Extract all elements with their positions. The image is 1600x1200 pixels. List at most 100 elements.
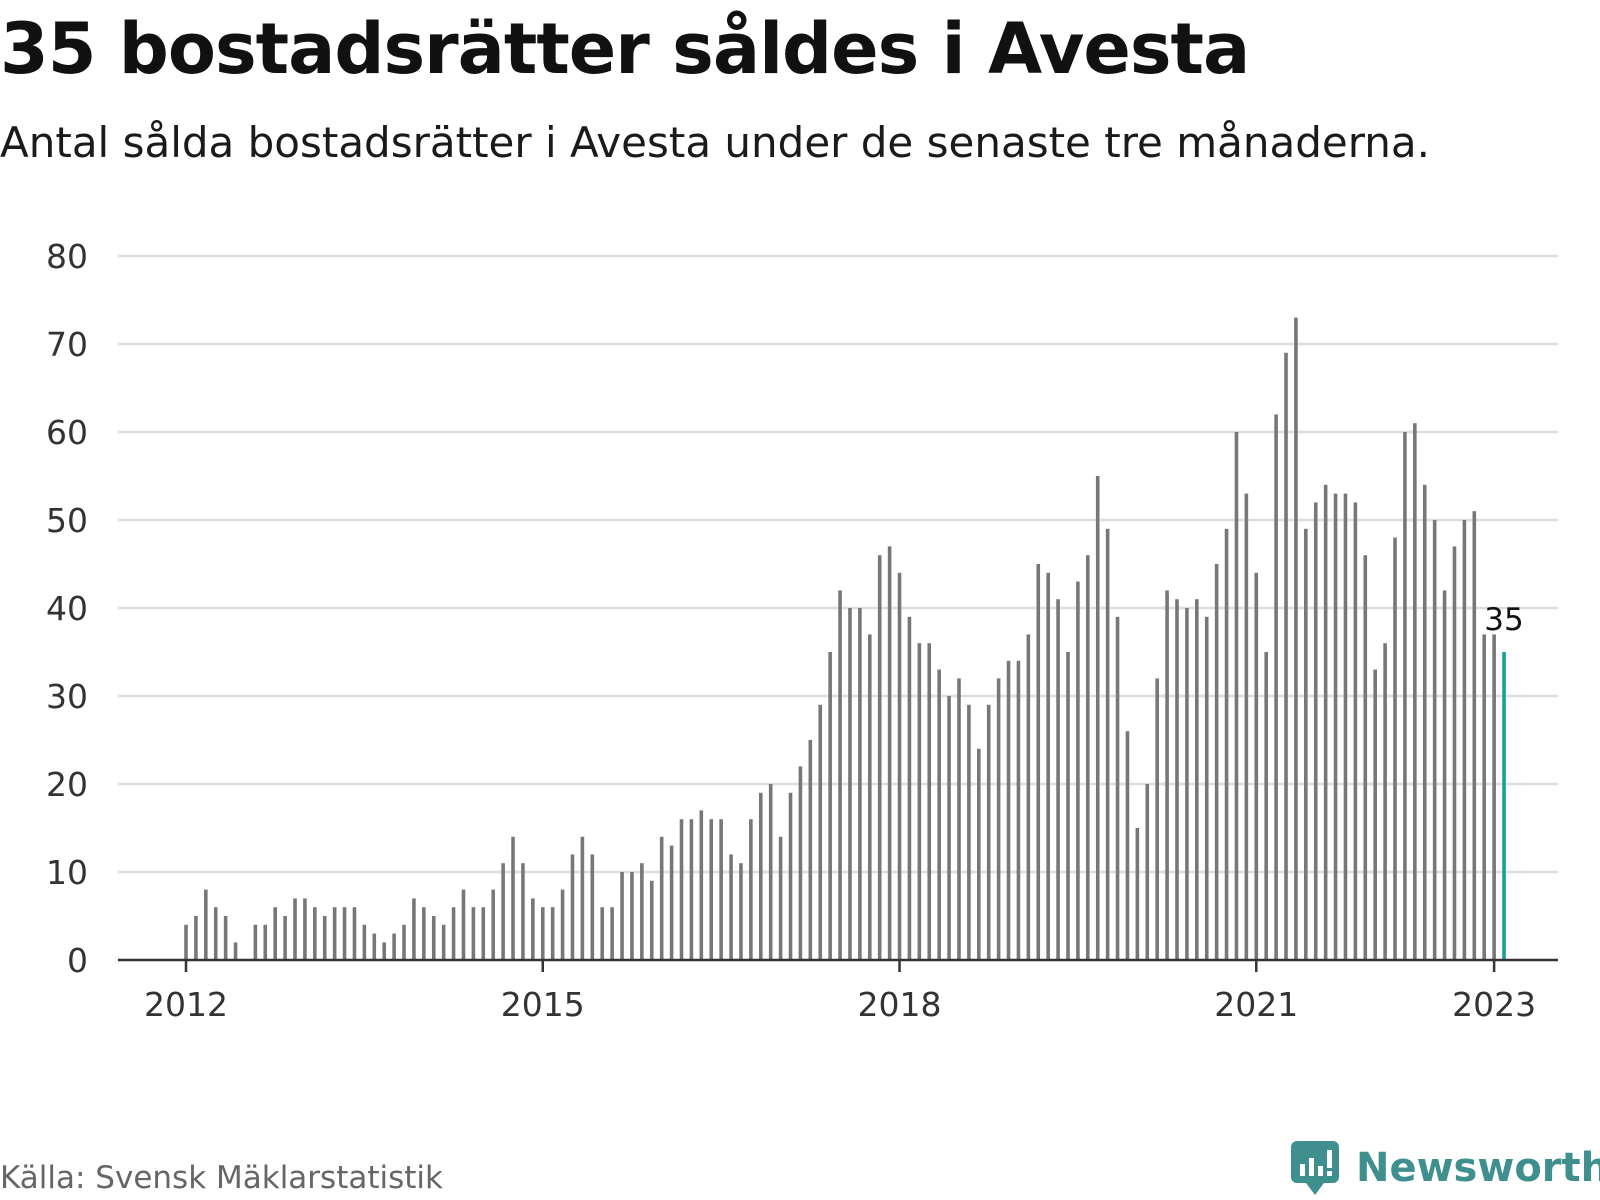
bar (1214, 564, 1219, 960)
bar (977, 748, 981, 960)
bar (1244, 493, 1249, 960)
y-tick-label: 0 (67, 941, 88, 980)
bar (1462, 520, 1467, 960)
bar (996, 678, 1001, 960)
bar (709, 819, 714, 960)
bar (1095, 476, 1100, 960)
bar (867, 634, 872, 960)
chart-subtitle: Antal sålda bostadsrätter i Avesta under… (0, 118, 1430, 167)
bar (1195, 599, 1199, 960)
bar (194, 916, 198, 960)
bar (560, 889, 565, 960)
source-note: Källa: Svensk Mäklarstatistik (0, 1160, 443, 1196)
bar (937, 669, 941, 960)
bar (1046, 572, 1050, 960)
bar (659, 836, 664, 960)
x-tick-label: 2021 (1214, 985, 1298, 1024)
bar (957, 678, 961, 960)
bar (1066, 652, 1070, 960)
bar (1284, 352, 1288, 960)
bar (531, 898, 535, 960)
gridlines (118, 254, 1558, 874)
y-tick-label: 10 (46, 853, 88, 892)
bar (907, 616, 912, 960)
y-tick-label: 50 (46, 501, 88, 540)
brand-name: Newsworthy (1356, 1145, 1600, 1191)
bar (471, 907, 476, 960)
bar (1383, 643, 1387, 960)
bar (1393, 537, 1397, 960)
last-value-label: 35 (1484, 602, 1523, 638)
y-tick-label: 40 (46, 589, 88, 628)
bar (1135, 828, 1140, 960)
y-tick-label: 30 (46, 677, 88, 716)
bar (540, 907, 545, 960)
x-tick-label: 2023 (1452, 985, 1536, 1024)
bar (749, 819, 753, 960)
bar (223, 916, 228, 960)
bar (303, 898, 307, 960)
x-tick-label: 2015 (501, 985, 585, 1024)
bar (1264, 652, 1268, 960)
bar (1056, 599, 1060, 960)
bar (1353, 502, 1358, 960)
bar (332, 907, 337, 960)
bar (729, 854, 733, 960)
bar (1016, 660, 1021, 960)
bar (501, 863, 505, 960)
bar (1185, 608, 1189, 960)
bar (1204, 616, 1209, 960)
bar (184, 924, 188, 960)
bar (877, 555, 882, 960)
bar (689, 819, 694, 960)
bar (580, 836, 585, 960)
bar (887, 546, 892, 960)
bar (768, 784, 773, 960)
bar (204, 889, 208, 960)
bar (1482, 634, 1487, 960)
bar (1115, 616, 1120, 960)
bar (283, 916, 287, 960)
bar (1165, 590, 1169, 960)
newsworthy-logo[interactable]: Newsworthy (1290, 1140, 1600, 1196)
bar-highlight (1502, 652, 1506, 960)
bar (620, 872, 624, 960)
bar (778, 836, 783, 960)
bar (392, 933, 396, 960)
bar (352, 907, 357, 960)
bar (412, 898, 416, 960)
x-axis (118, 958, 1558, 972)
bar (1105, 528, 1110, 960)
bar (1373, 669, 1377, 960)
bar (808, 740, 813, 960)
bar (1313, 502, 1318, 960)
bar (550, 907, 555, 960)
bar (828, 652, 832, 960)
bar (1333, 493, 1338, 960)
bar (402, 924, 406, 960)
bar-chart: 0 10 20 30 40 50 60 70 80 2012 2015 2018 2021 2023 35 (46, 237, 1558, 1024)
bar (1442, 590, 1447, 960)
y-tick-label: 70 (46, 325, 88, 364)
axis-labels: 0 10 20 30 40 50 60 70 80 2012 2015 2018 2021 2023 35 (46, 237, 1536, 1024)
bar (273, 907, 277, 960)
bar (1294, 317, 1298, 961)
bar (213, 907, 218, 960)
bar (848, 608, 852, 960)
bar (1274, 414, 1278, 960)
bar (293, 898, 297, 960)
bar (511, 836, 515, 960)
bar (858, 608, 862, 960)
bar (362, 924, 367, 960)
x-tick-label: 2018 (858, 985, 942, 1024)
bar (640, 863, 644, 960)
bar (1343, 493, 1348, 960)
bar (1006, 660, 1011, 960)
chart-title: 35 bostadsrätter såldes i Avesta (0, 8, 1250, 90)
bar (798, 766, 803, 960)
bar (431, 916, 436, 960)
bar (788, 792, 793, 960)
bar (1234, 432, 1239, 960)
bar (818, 704, 823, 960)
bar (1125, 731, 1130, 960)
